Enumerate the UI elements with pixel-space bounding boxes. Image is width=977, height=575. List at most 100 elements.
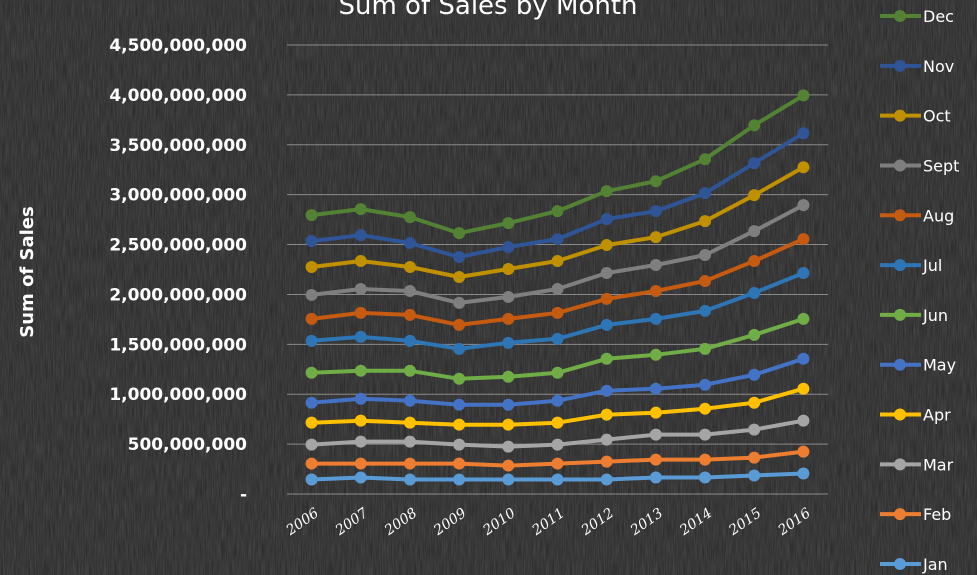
data-point <box>551 416 564 429</box>
data-point <box>354 392 367 405</box>
legend-marker <box>894 259 906 272</box>
data-point <box>797 199 810 212</box>
y-tick-label: 3,000,000,000 <box>109 186 247 206</box>
data-point <box>403 211 416 224</box>
data-point <box>699 428 712 441</box>
data-point <box>453 342 466 355</box>
data-point <box>305 457 318 470</box>
data-point <box>551 457 564 470</box>
data-point <box>748 225 761 238</box>
data-point <box>748 423 761 436</box>
data-point <box>649 231 662 244</box>
data-point <box>748 451 761 464</box>
data-point <box>699 342 712 355</box>
series-mar <box>305 414 810 453</box>
data-point <box>354 457 367 470</box>
data-point <box>354 471 367 484</box>
data-point <box>551 473 564 486</box>
y-tick-label: 1,500,000,000 <box>109 335 247 355</box>
y-tick-label: - <box>240 485 247 505</box>
data-point <box>748 255 761 268</box>
legend-marker <box>894 508 906 521</box>
y-tick-label: 4,500,000,000 <box>109 36 247 56</box>
legend-marker <box>894 408 906 421</box>
data-point <box>453 270 466 283</box>
legend-marker <box>894 458 906 471</box>
data-point <box>305 334 318 347</box>
data-point <box>403 261 416 274</box>
data-point <box>502 336 515 349</box>
legend-label: Oct <box>923 107 951 126</box>
data-point <box>551 282 564 295</box>
data-point <box>305 416 318 429</box>
data-point <box>305 366 318 379</box>
data-point <box>354 255 367 268</box>
series-sept <box>305 199 810 309</box>
legend-marker <box>894 209 906 222</box>
data-point <box>403 457 416 470</box>
data-point <box>551 394 564 407</box>
data-point <box>453 473 466 486</box>
data-point <box>600 213 613 226</box>
data-point <box>354 435 367 448</box>
data-point <box>699 274 712 287</box>
data-point <box>797 414 810 427</box>
series-nov <box>305 127 810 264</box>
legend-item-oct: Oct <box>880 107 951 126</box>
data-point <box>305 396 318 409</box>
data-point <box>403 473 416 486</box>
data-point <box>748 469 761 482</box>
data-point <box>699 215 712 228</box>
data-point <box>354 414 367 427</box>
data-point <box>551 332 564 345</box>
data-point <box>403 394 416 407</box>
legend-item-jun: Jun <box>880 306 948 325</box>
series-jan <box>305 467 810 486</box>
legend-label: Sept <box>923 156 959 175</box>
data-point <box>453 318 466 331</box>
legend-item-jul: Jul <box>880 256 942 275</box>
data-point <box>600 292 613 305</box>
legend-label: Jan <box>922 555 948 574</box>
data-point <box>600 408 613 421</box>
data-point <box>453 398 466 411</box>
legend-marker <box>894 558 906 570</box>
data-point <box>403 364 416 377</box>
legend-marker <box>894 10 906 22</box>
data-point <box>699 153 712 166</box>
data-point <box>649 312 662 325</box>
data-point <box>748 396 761 409</box>
data-point <box>699 187 712 200</box>
legend-item-aug: Aug <box>880 206 954 225</box>
data-point <box>600 433 613 446</box>
data-point <box>699 471 712 484</box>
y-tick-label: 4,000,000,000 <box>109 86 247 106</box>
data-point <box>797 352 810 365</box>
data-point <box>649 175 662 188</box>
data-point <box>649 453 662 466</box>
legend-label: Nov <box>923 57 954 76</box>
legend-item-jan: Jan <box>880 555 948 574</box>
legend-item-nov: Nov <box>880 57 954 76</box>
data-point <box>502 263 515 276</box>
data-point <box>305 261 318 274</box>
legend-marker <box>894 59 906 72</box>
legend-marker <box>894 308 906 321</box>
legend-item-feb: Feb <box>880 505 951 524</box>
data-point <box>797 445 810 458</box>
data-point <box>600 318 613 331</box>
y-axis-label: Sum of Sales <box>17 206 38 337</box>
series-apr <box>305 382 810 431</box>
data-point <box>699 402 712 415</box>
data-point <box>649 205 662 218</box>
data-point <box>502 418 515 431</box>
data-point <box>354 229 367 242</box>
legend-marker <box>894 159 906 172</box>
data-point <box>354 306 367 319</box>
legend-item-dec: Dec <box>880 7 954 26</box>
data-point <box>797 266 810 279</box>
data-point <box>502 290 515 303</box>
legend-item-mar: Mar <box>880 455 954 474</box>
y-tick-label: 2,500,000,000 <box>109 236 247 256</box>
